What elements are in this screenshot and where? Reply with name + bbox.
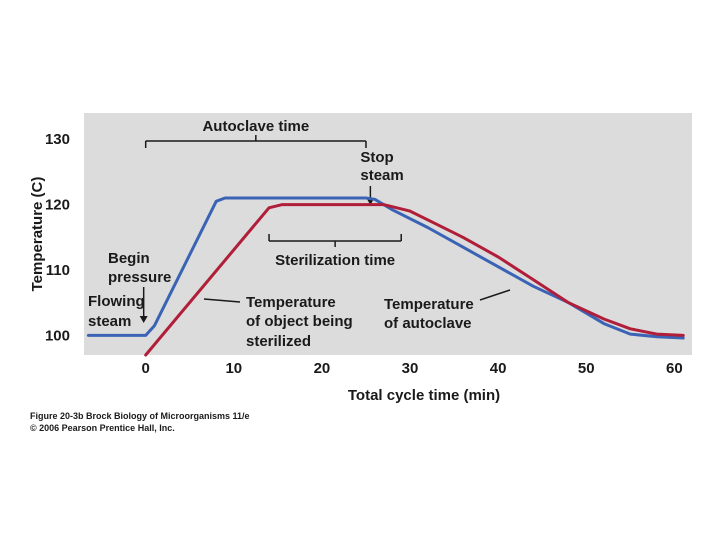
x-axis-label: Total cycle time (min)	[348, 387, 500, 404]
x-tick-label: 30	[402, 360, 419, 377]
x-tick-label: 20	[314, 360, 331, 377]
begin-pressure-label-line-1: Begin	[108, 250, 150, 267]
y-tick-label: 120	[45, 197, 70, 214]
y-tick-label: 110	[46, 262, 70, 279]
autoclave-temperature-label-line-2: of autoclave	[384, 315, 472, 332]
begin-pressure-arrow-head	[139, 316, 148, 323]
x-tick-label: 10	[225, 360, 242, 377]
autoclave-time-label: Autoclave time	[202, 118, 309, 135]
x-tick-label: 60	[666, 360, 683, 377]
x-tick-label: 50	[578, 360, 595, 377]
y-tick-label: 100	[45, 327, 70, 344]
object-temperature-label-line-1: Temperature	[246, 294, 336, 311]
begin-pressure-label-line-2: pressure	[108, 269, 171, 286]
series-line-autoclave	[86, 196, 685, 340]
series-line-object	[144, 203, 685, 357]
autoclave-temperature-label-line-1: Temperature	[384, 296, 474, 313]
x-tick-label: 40	[490, 360, 507, 377]
stop-steam-label-line-1: Stop	[360, 149, 393, 166]
autoclave-temperature-leader-line	[479, 289, 511, 301]
object-temperature-label-line-3: sterilized	[246, 333, 311, 350]
y-axis-label: Temperature (C)	[29, 177, 46, 292]
object-temperature-leader-line	[203, 298, 241, 303]
flowing-steam-label-line-1: Flowing	[88, 293, 145, 310]
y-tick-label: 130	[45, 131, 70, 148]
figure-caption-line-2: © 2006 Pearson Prentice Hall, Inc.	[30, 423, 175, 433]
figure-caption-line-1: Figure 20-3b Brock Biology of Microorgan…	[30, 411, 250, 421]
flowing-steam-label-line-2: steam	[88, 313, 131, 330]
x-tick-label: 0	[142, 360, 150, 377]
object-temperature-label-line-2: of object being	[246, 313, 353, 330]
sterilization-time-label: Sterilization time	[275, 252, 395, 269]
stop-steam-label-line-2: steam	[360, 167, 403, 184]
